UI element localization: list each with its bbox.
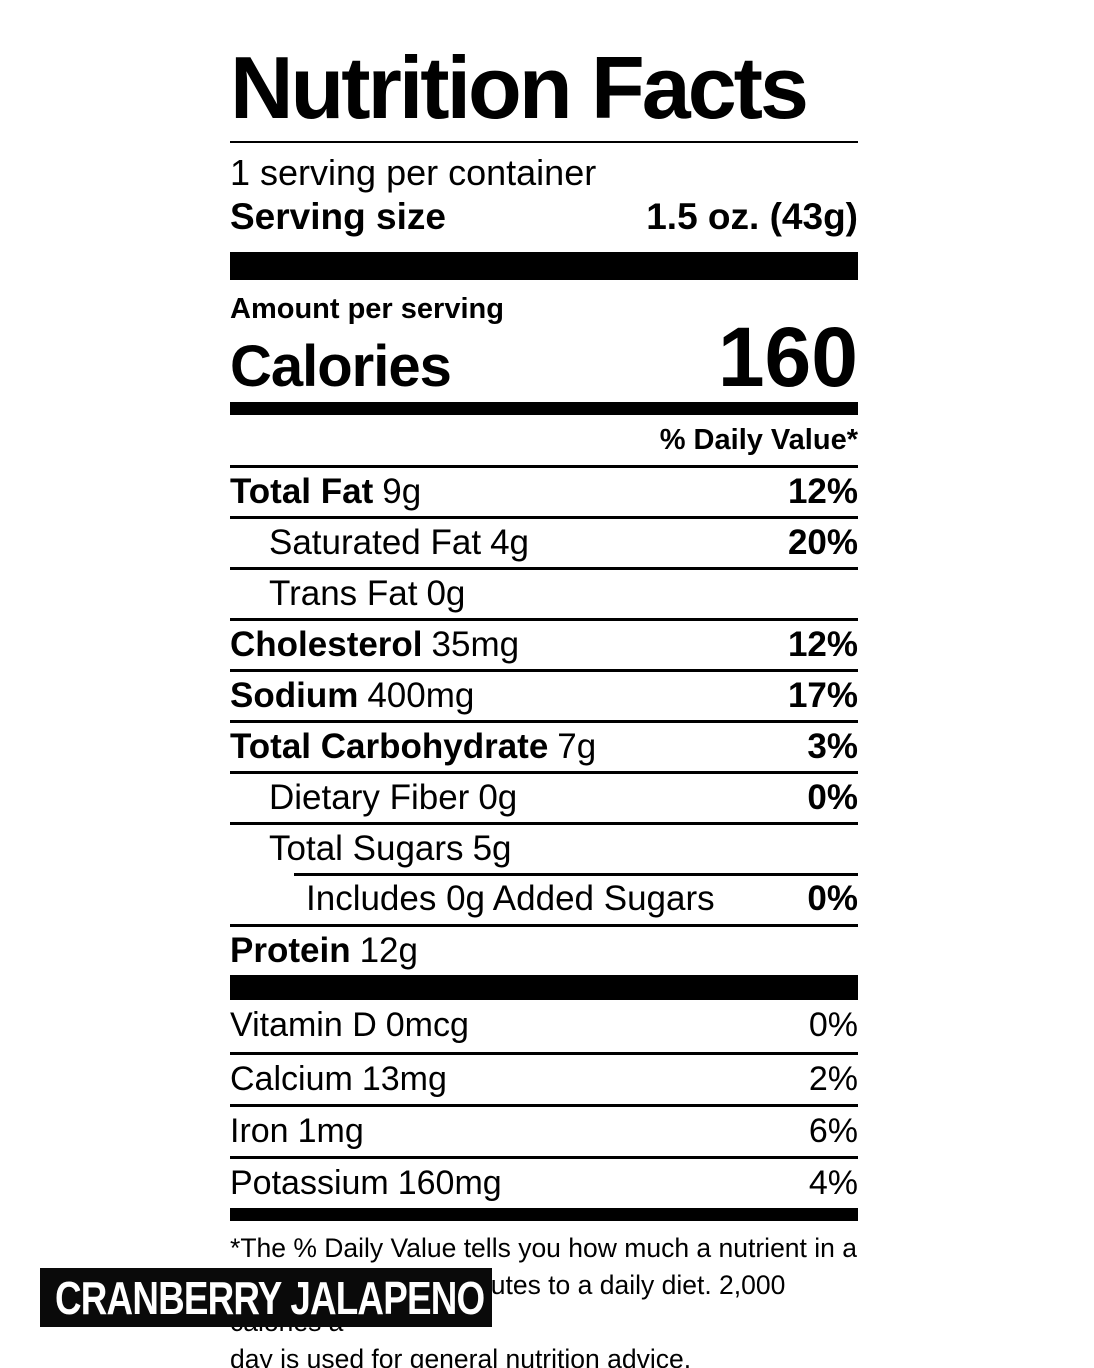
title-divider-line bbox=[230, 140, 858, 143]
nutrient-name: Total Carbohydrate bbox=[230, 727, 549, 767]
micro-amount: 0mcg bbox=[385, 1006, 469, 1045]
micro-dv: 4% bbox=[808, 1163, 858, 1202]
calories-row: Calories 160 bbox=[230, 309, 858, 404]
serving-size-label: Serving size bbox=[230, 195, 446, 237]
nutrient-amount: 7g bbox=[557, 727, 597, 767]
medium-divider-bar-bottom bbox=[230, 1207, 858, 1221]
nutrient-amount: 0g bbox=[426, 574, 466, 614]
nutrition-facts-title: Nutrition Facts bbox=[230, 38, 809, 137]
nutrient-amount: 12g bbox=[359, 931, 418, 971]
nutrient-name: Saturated Fat bbox=[269, 523, 482, 563]
micro-amount: 160mg bbox=[397, 1163, 502, 1202]
nutrient-amount: 35mg bbox=[431, 625, 520, 665]
thick-divider-bar-middle bbox=[230, 974, 858, 1000]
micro-row-potassium: Potassium 160mg 4% bbox=[230, 1155, 858, 1208]
nutrient-row-saturated-fat: Saturated Fat 4g 20% bbox=[230, 515, 858, 567]
nutrient-name: Trans Fat bbox=[269, 574, 418, 614]
calories-value: 160 bbox=[717, 309, 858, 404]
nutrient-row-dietary-fiber: Dietary Fiber 0g 0% bbox=[230, 770, 858, 822]
nutrient-dv: 12% bbox=[787, 625, 858, 665]
nutrient-name: Total Fat bbox=[230, 472, 374, 512]
micro-name: Calcium bbox=[230, 1059, 353, 1098]
micro-row-calcium: Calcium 13mg 2% bbox=[230, 1051, 858, 1104]
micro-name: Vitamin D bbox=[230, 1006, 377, 1045]
nutrient-row-total-sugars: Total Sugars 5g bbox=[230, 821, 858, 873]
calories-label: Calories bbox=[230, 333, 452, 399]
micro-dv: 0% bbox=[808, 1006, 858, 1045]
nutrient-dv: 20% bbox=[787, 523, 858, 563]
micro-name: Iron bbox=[230, 1111, 289, 1150]
footnote-line-3: day is used for general nutrition advice… bbox=[230, 1343, 692, 1368]
nutrient-name: Includes 0g Added Sugars bbox=[306, 878, 715, 918]
daily-value-header: % Daily Value* bbox=[659, 423, 858, 456]
nutrient-row-sodium: Sodium 400mg 17% bbox=[230, 668, 858, 720]
nutrient-row-added-sugars: Includes 0g Added Sugars 0% bbox=[230, 872, 858, 924]
medium-divider-bar-calories bbox=[230, 401, 858, 415]
amount-per-serving-label: Amount per serving bbox=[230, 292, 504, 325]
nutrient-dv: 0% bbox=[807, 778, 858, 818]
nutrient-name: Sodium bbox=[230, 676, 359, 716]
micro-amount: 13mg bbox=[361, 1059, 447, 1098]
flavor-banner-text: CRANBERRY JALAPENO bbox=[55, 1271, 485, 1324]
nutrient-amount: 0g bbox=[478, 778, 518, 818]
nutrient-row-protein: Protein 12g bbox=[230, 923, 858, 975]
nutrient-amount: 5g bbox=[472, 829, 512, 869]
servings-per-container: 1 serving per container bbox=[230, 151, 597, 193]
footnote-line-1: *The % Daily Value tells you how much a … bbox=[230, 1232, 857, 1263]
nutrient-row-cholesterol: Cholesterol 35mg 12% bbox=[230, 617, 858, 669]
nutrient-row-total-fat: Total Fat 9g 12% bbox=[230, 464, 858, 516]
nutrient-amount: 9g bbox=[382, 472, 422, 512]
nutrient-dv: 0% bbox=[807, 878, 858, 918]
nutrition-facts-panel: Nutrition Facts 1 serving per container … bbox=[230, 38, 858, 1368]
micro-row-vitamin-d: Vitamin D 0mcg 0% bbox=[230, 1000, 858, 1052]
micro-dv: 2% bbox=[808, 1059, 858, 1098]
nutrient-name: Cholesterol bbox=[230, 625, 423, 665]
nutrient-dv: 17% bbox=[787, 676, 858, 716]
nutrient-dv: 3% bbox=[807, 727, 858, 767]
serving-size-row: Serving size 1.5 oz. (43g) bbox=[230, 195, 858, 239]
nutrient-name: Dietary Fiber bbox=[269, 778, 470, 818]
micro-amount: 1mg bbox=[297, 1111, 364, 1150]
nutrient-row-total-carbohydrate: Total Carbohydrate 7g 3% bbox=[230, 719, 858, 771]
nutrient-dv: 12% bbox=[787, 472, 858, 512]
micro-row-iron: Iron 1mg 6% bbox=[230, 1103, 858, 1156]
micro-dv: 6% bbox=[808, 1111, 858, 1150]
nutrient-row-trans-fat: Trans Fat 0g bbox=[230, 566, 858, 618]
thick-divider-bar-top bbox=[230, 251, 858, 280]
nutrient-name: Total Sugars bbox=[269, 829, 464, 869]
micronutrients-section: Vitamin D 0mcg 0% Calcium 13mg 2% Iron 1mg … bbox=[230, 1000, 858, 1208]
flavor-banner: CRANBERRY JALAPENO bbox=[40, 1268, 492, 1327]
nutrient-amount: 400mg bbox=[367, 676, 475, 716]
micro-name: Potassium bbox=[230, 1163, 389, 1202]
nutrient-name: Protein bbox=[230, 931, 351, 971]
serving-size-value: 1.5 oz. (43g) bbox=[646, 195, 858, 237]
nutrient-amount: 4g bbox=[490, 523, 530, 563]
